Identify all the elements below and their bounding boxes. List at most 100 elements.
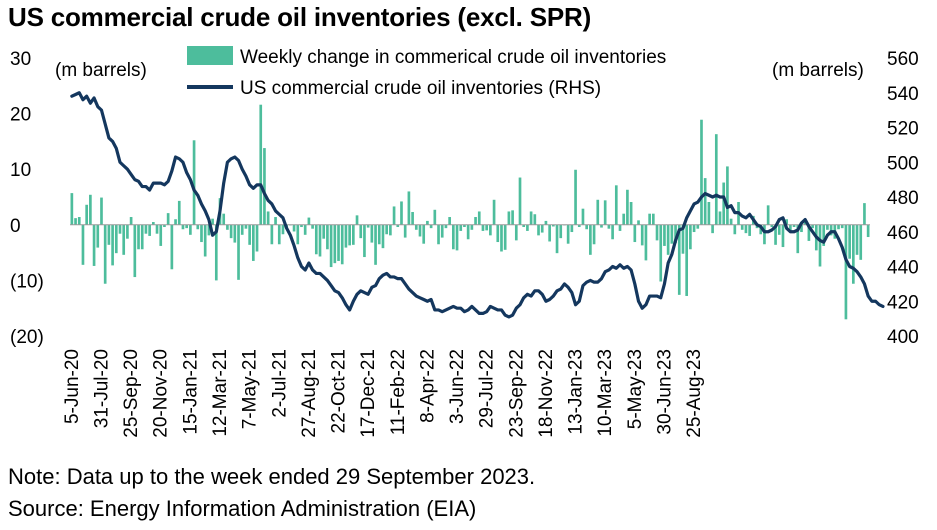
x-tick-label: 25-Sep-20 — [121, 349, 142, 438]
x-tick-label: 7-May-21 — [240, 349, 261, 429]
bar-weekly-change — [244, 224, 248, 229]
bar-weekly-change — [685, 224, 688, 296]
legend-line-label: US commercial crude oil inventories (RHS… — [240, 78, 601, 99]
bar-weekly-change — [592, 224, 596, 245]
bar-weekly-change — [411, 212, 414, 225]
bar-weekly-change — [359, 224, 363, 239]
bar-weekly-change — [189, 224, 192, 235]
bar-weekly-change — [166, 213, 170, 225]
right-tick-label: 560 — [887, 49, 919, 70]
bar-weekly-change — [822, 224, 826, 246]
legend-bar-swatch — [187, 46, 233, 65]
bar-weekly-change — [100, 197, 103, 225]
bar-weekly-change — [381, 224, 385, 249]
bar-weekly-change — [277, 224, 281, 245]
bar-weekly-change — [103, 224, 107, 284]
bar-weekly-change — [596, 199, 600, 225]
x-tick-label: 10-Mar-23 — [595, 349, 616, 437]
bar-weekly-change — [374, 224, 377, 265]
x-axis: 5-Jun-20 31-Jul-20 25-Sep-20 20-Nov-20 15-Ja… — [62, 349, 705, 438]
bar-weekly-change — [674, 224, 677, 244]
bar-weekly-change — [107, 224, 111, 245]
bar-weekly-change — [496, 224, 500, 243]
bar-weekly-change — [577, 224, 581, 228]
x-tick-label: 22-Oct-21 — [329, 349, 350, 433]
bar-weekly-change — [559, 224, 563, 239]
bar-weekly-change — [463, 224, 466, 228]
bar-weekly-change — [96, 224, 100, 248]
bar-weekly-change — [481, 224, 485, 231]
bar-weekly-change — [344, 224, 348, 248]
bar-weekly-change — [774, 224, 777, 245]
bar-weekly-change — [337, 224, 340, 261]
bar-weekly-change — [252, 224, 255, 261]
bar-weekly-change — [303, 224, 307, 235]
x-tick-label: 8-Apr-22 — [417, 349, 438, 423]
bar-weekly-change — [840, 224, 844, 229]
bar-weekly-change — [744, 224, 748, 234]
bar-weekly-change — [529, 211, 533, 225]
bar-weekly-change — [659, 224, 663, 282]
bar-weekly-change — [574, 169, 577, 225]
bar-weekly-change — [489, 224, 492, 236]
bar-weekly-change — [233, 224, 237, 243]
bar-weekly-change — [566, 224, 570, 244]
bar-weekly-change — [633, 224, 637, 243]
bar-weekly-change — [581, 208, 585, 225]
bar-weekly-change — [237, 224, 240, 280]
bar-weekly-change — [733, 224, 737, 235]
bar-weekly-change — [648, 213, 651, 225]
bar-weekly-change — [655, 224, 659, 241]
bar-weekly-change — [274, 217, 277, 225]
bar-weekly-change — [129, 217, 133, 225]
bar-weekly-change — [140, 224, 144, 250]
x-tick-label: 5-Jun-20 — [62, 349, 83, 424]
x-tick-label: 25-Aug-23 — [684, 349, 705, 438]
bar-weekly-change — [537, 224, 540, 236]
left-tick-label: 30 — [10, 49, 31, 70]
bar-weekly-change — [377, 224, 381, 245]
bar-weekly-change — [759, 224, 763, 235]
bar-weekly-change — [207, 224, 211, 236]
x-tick-label: 18-Nov-22 — [536, 349, 557, 438]
bar-weekly-change — [270, 224, 274, 245]
legend-bar-label: Weekly change in commerical crude oil in… — [240, 47, 666, 68]
right-tick-label: 460 — [887, 223, 919, 244]
bar-weekly-change — [807, 224, 811, 241]
bar-weekly-change — [600, 224, 603, 228]
bar-weekly-change — [70, 193, 74, 225]
bar-weekly-change — [74, 218, 77, 225]
bar-weekly-change — [666, 224, 670, 255]
source-note: Source: Energy Information Administratio… — [8, 496, 477, 521]
bar-weekly-change — [200, 224, 203, 243]
bar-weekly-change — [352, 224, 355, 245]
bar-weekly-change — [740, 224, 744, 230]
bar-weekly-change — [626, 189, 629, 225]
bar-weekly-change — [111, 224, 114, 266]
bar-weekly-change — [85, 204, 88, 225]
bar-weekly-change — [700, 119, 703, 225]
bar-weekly-change — [763, 224, 766, 245]
x-tick-label: 13-Jan-23 — [566, 349, 587, 435]
x-tick-label: 12-Mar-21 — [210, 349, 231, 437]
bar-weekly-change — [637, 220, 640, 225]
bar-weekly-change — [266, 211, 270, 225]
bar-weekly-change — [837, 224, 840, 230]
bar-weekly-change — [729, 218, 733, 225]
line-series — [70, 91, 885, 319]
bar-weekly-change — [474, 217, 477, 225]
bar-weekly-change — [622, 213, 626, 225]
bar-weekly-change — [137, 224, 140, 250]
bar-weekly-change — [292, 224, 296, 232]
bar-weekly-change — [177, 200, 181, 225]
bar-weekly-change — [81, 224, 85, 265]
bar-weekly-change — [240, 224, 244, 235]
bar-weekly-change — [829, 224, 833, 236]
bar-weekly-change — [211, 218, 214, 225]
legend: Weekly change in commerical crude oil in… — [187, 46, 666, 99]
bar-weekly-change — [437, 224, 440, 245]
bar-weekly-change — [174, 219, 177, 225]
bar-weekly-change — [796, 224, 800, 254]
bar-weekly-change — [548, 224, 551, 242]
